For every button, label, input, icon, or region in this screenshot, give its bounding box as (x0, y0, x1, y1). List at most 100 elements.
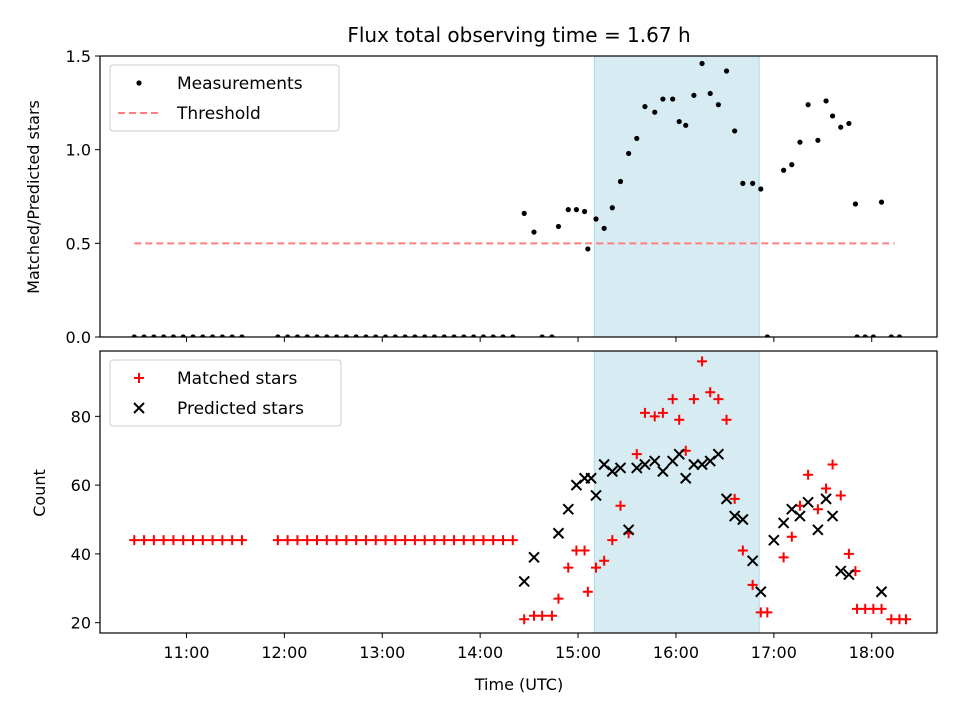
bottom-predicted-star-point (835, 565, 847, 577)
bottom-matched-star-point (439, 535, 450, 546)
top-measurement-point (471, 334, 477, 337)
bottom-matched-star-point (835, 490, 846, 501)
bottom-matched-star-point (360, 535, 371, 546)
top-measurement-point (141, 334, 147, 337)
top-measurement-point (373, 334, 379, 337)
top-measurement-point (285, 334, 291, 337)
bottom-matched-star-point (409, 535, 420, 546)
bottom-predicted-star-point (657, 465, 669, 478)
bottom-matched-star-point (370, 535, 381, 546)
top-measurement-point (699, 60, 705, 67)
top-legend: Measurements Threshold (109, 64, 340, 132)
top-y-axis-title: Matched/Predicted stars (24, 100, 43, 294)
top-measurement-point (581, 208, 588, 215)
bottom-matched-star-point (657, 407, 668, 418)
top-measurement-point (500, 334, 506, 337)
bottom-matched-star-point (667, 394, 678, 405)
top-measurement-point (829, 113, 836, 119)
bottom-matched-star-point (351, 535, 362, 546)
top-measurement-point (294, 334, 301, 337)
bottom-matched-star-point (139, 535, 150, 546)
bottom-matched-star-point (478, 535, 489, 546)
top-measurement-point (229, 334, 235, 337)
bottom-matched-star-point (341, 535, 352, 546)
bottom-x-tick-label: 16:00 (653, 643, 699, 662)
bottom-predicted-star-point (680, 472, 692, 484)
top-measurement-point (431, 334, 438, 337)
bottom-matched-star-point (713, 394, 724, 405)
top-y-tick-label: 0.5 (66, 234, 91, 253)
top-measurement-point (539, 334, 545, 337)
bottom-matched-star-point (188, 535, 198, 546)
top-measurement-point (531, 229, 537, 235)
top-axes-frame (99, 55, 938, 338)
top-y-tick-label: 0.0 (66, 328, 91, 347)
bottom-matched-star-point (468, 535, 479, 546)
top-measurement-point (617, 178, 624, 185)
bottom-y-tick-label: 40 (71, 545, 91, 564)
top-measurement-point (750, 180, 756, 186)
top-measurement-point (441, 334, 447, 337)
top-measurement-point (642, 103, 648, 110)
top-measurement-point (219, 334, 225, 337)
top-measurement-point (422, 334, 428, 337)
bottom-predicted-star-point (777, 517, 790, 529)
bottom-matched-star-point (688, 394, 699, 405)
top-measurement-point (324, 334, 330, 337)
top-measurement-point (862, 334, 868, 337)
bottom-y-tick-label: 80 (71, 407, 91, 426)
bottom-predicted-star-point (614, 462, 627, 474)
bottom-predicted-star-point (688, 458, 700, 471)
bottom-predicted-star-point (590, 489, 602, 502)
bottom-legend-label: Matched stars (177, 369, 297, 389)
top-measurement-point (764, 334, 770, 337)
bottom-matched-star-point (639, 407, 650, 418)
top-plot-area (131, 60, 903, 337)
bottom-matched-star-point (282, 535, 293, 546)
bottom-matched-star-point (615, 500, 626, 511)
bottom-matched-star-point (178, 535, 189, 546)
top-measurement-point (715, 102, 721, 108)
bottom-legend-box (109, 359, 342, 427)
bottom-matched-star-point (591, 562, 601, 573)
bottom-matched-star-point (762, 607, 773, 618)
bottom-predicted-star-point (552, 527, 565, 539)
bottom-predicted-star-point (606, 465, 619, 478)
bottom-x-tick-label: 15:00 (555, 643, 601, 662)
bottom-x-tick-label: 18:00 (849, 643, 895, 662)
bottom-plot-area (129, 356, 911, 625)
top-measurement-point (634, 135, 640, 142)
top-measurement-point (683, 122, 689, 128)
bottom-predicted-star-point (649, 455, 661, 467)
bottom-matched-star-point (778, 552, 789, 563)
bottom-y-axis-title: Count (30, 469, 49, 517)
top-measurement-point (723, 68, 730, 74)
top-measurement-point (609, 205, 615, 211)
top-measurement-point (593, 216, 599, 222)
bottom-predicted-star-point (843, 568, 855, 581)
top-measurement-point (740, 180, 746, 186)
bottom-matched-star-point (519, 614, 530, 625)
bottom-matched-star-point (786, 531, 797, 542)
top-measurement-point (490, 334, 496, 337)
top-measurement-point (888, 334, 894, 337)
top-measurement-point (239, 334, 245, 337)
top-legend-dot-swatch (136, 80, 142, 86)
bottom-matched-star-point (292, 535, 303, 546)
top-measurement-point (789, 162, 795, 168)
top-legend-label: Threshold (176, 104, 261, 124)
top-measurement-point (461, 334, 467, 337)
top-measurement-point (521, 210, 527, 216)
bottom-matched-star-point (649, 411, 660, 422)
top-measurement-point (707, 90, 713, 97)
bottom-matched-star-point (721, 414, 732, 425)
top-measurement-point (585, 246, 591, 252)
bottom-x-tick-label: 11:00 (163, 643, 209, 662)
top-measurement-point (314, 334, 320, 337)
bottom-matched-star-point (821, 483, 832, 494)
bottom-predicted-star-point (631, 462, 643, 474)
bottom-matched-star-point (321, 535, 332, 546)
bottom-predicted-star-point (826, 510, 839, 522)
bottom-matched-star-point (458, 535, 469, 546)
